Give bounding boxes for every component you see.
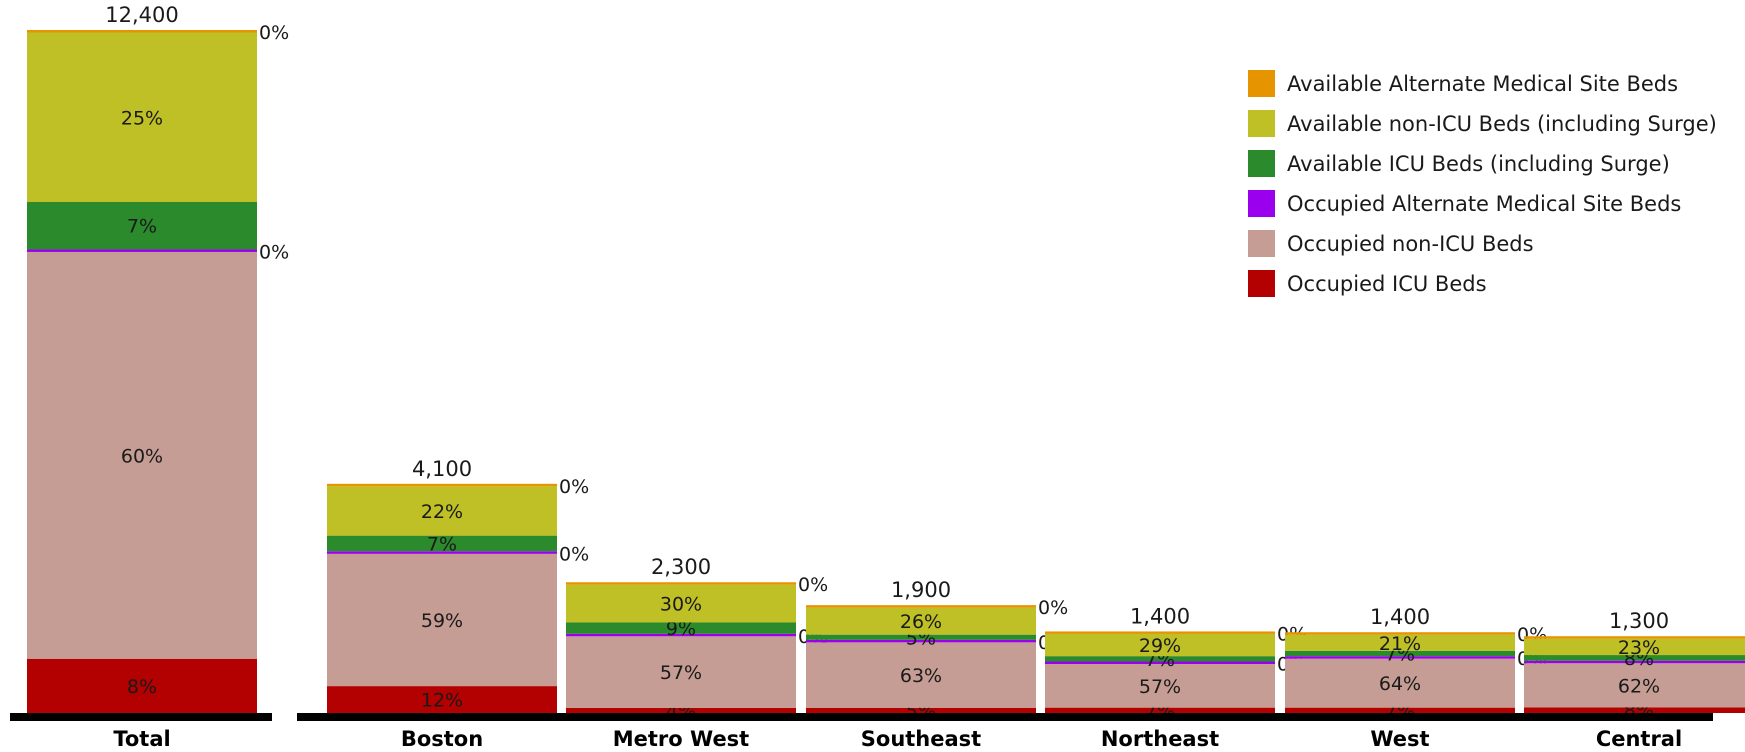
data-label-total-occupied-icu-beds: 8% bbox=[127, 676, 157, 698]
bar-segment-northeast-occupied-icu-beds bbox=[1045, 707, 1275, 713]
data-label-central-occupied-non-icu-beds: 62% bbox=[1618, 675, 1660, 697]
legend-label-occupied-alternate-medical-site-beds: Occupied Alternate Medical Site Beds bbox=[1287, 192, 1681, 216]
bar-segment-total-occupied-non-icu-beds bbox=[27, 251, 257, 659]
data-label-boston-occupied-alternate-medical-site-beds: 0% bbox=[559, 543, 589, 565]
legend-swatch-available-non-icu-beds-including-surge bbox=[1248, 110, 1275, 137]
bar-segment-metro-west-available-non-icu-beds-including-surge bbox=[566, 584, 796, 623]
bar-segment-southeast-occupied-icu-beds bbox=[806, 707, 1036, 713]
bar-segment-total-occupied-icu-beds bbox=[27, 658, 257, 713]
data-label-metro-west-available-icu-beds-including-surge: 9% bbox=[666, 618, 696, 640]
category-label-boston: Boston bbox=[401, 727, 483, 751]
legend-swatch-occupied-alternate-medical-site-beds bbox=[1248, 190, 1275, 217]
bar-segment-metro-west-occupied-alternate-medical-site-beds bbox=[566, 633, 796, 637]
bar-segment-boston-available-icu-beds-including-surge bbox=[327, 535, 557, 552]
data-label-boston-available-non-icu-beds-including-surge: 22% bbox=[421, 501, 463, 523]
total-label-metro-west: 2,300 bbox=[651, 555, 711, 579]
category-label-total: Total bbox=[113, 727, 170, 751]
category-label-central: Central bbox=[1596, 727, 1682, 751]
data-label-total-available-icu-beds-including-surge: 7% bbox=[127, 216, 157, 238]
data-label-metro-west-available-alternate-medical-site-beds: 0% bbox=[798, 574, 828, 596]
data-label-west-occupied-non-icu-beds: 64% bbox=[1379, 673, 1421, 695]
bar-segment-west-occupied-icu-beds bbox=[1285, 707, 1515, 713]
bar-segment-southeast-available-alternate-medical-site-beds bbox=[806, 605, 1036, 608]
bar-segment-boston-occupied-icu-beds bbox=[327, 686, 557, 713]
data-label-west-available-non-icu-beds-including-surge: 21% bbox=[1379, 633, 1421, 655]
bar-segment-total-available-non-icu-beds-including-surge bbox=[27, 32, 257, 202]
bar-segment-boston-available-alternate-medical-site-beds bbox=[327, 483, 557, 487]
total-label-total: 12,400 bbox=[105, 3, 178, 27]
data-label-metro-west-available-non-icu-beds-including-surge: 30% bbox=[660, 594, 702, 616]
bar-segment-northeast-available-icu-beds-including-surge bbox=[1045, 656, 1275, 662]
data-label-total-available-alternate-medical-site-beds: 0% bbox=[259, 22, 289, 44]
bar-segment-total-occupied-alternate-medical-site-beds bbox=[27, 249, 257, 252]
legend-label-occupied-icu-beds: Occupied ICU Beds bbox=[1287, 272, 1487, 296]
bar-segment-southeast-available-icu-beds-including-surge bbox=[806, 634, 1036, 640]
bar-segment-northeast-available-non-icu-beds-including-surge bbox=[1045, 633, 1275, 657]
total-label-boston: 4,100 bbox=[412, 457, 472, 481]
bar-segment-west-available-alternate-medical-site-beds bbox=[1285, 632, 1515, 635]
bar-segment-metro-west-available-alternate-medical-site-beds bbox=[566, 582, 796, 585]
data-label-boston-available-alternate-medical-site-beds: 0% bbox=[559, 476, 589, 498]
total-label-southeast: 1,900 bbox=[891, 578, 951, 602]
bar-segment-total-available-icu-beds-including-surge bbox=[27, 202, 257, 250]
bar-segment-northeast-available-alternate-medical-site-beds bbox=[1045, 631, 1275, 634]
bar-segment-central-available-non-icu-beds-including-surge bbox=[1524, 638, 1745, 656]
data-label-total-available-non-icu-beds-including-surge: 25% bbox=[121, 107, 163, 129]
data-label-central-available-non-icu-beds-including-surge: 23% bbox=[1618, 637, 1660, 659]
data-label-boston-occupied-icu-beds: 12% bbox=[421, 690, 463, 712]
bar-segment-central-occupied-alternate-medical-site-beds bbox=[1524, 660, 1745, 664]
legend-swatch-available-icu-beds-including-surge bbox=[1248, 150, 1275, 177]
data-label-boston-occupied-non-icu-beds: 59% bbox=[421, 610, 463, 632]
bar-segment-west-occupied-non-icu-beds bbox=[1285, 658, 1515, 708]
bar-segment-west-available-non-icu-beds-including-surge bbox=[1285, 634, 1515, 651]
data-label-southeast-occupied-non-icu-beds: 63% bbox=[900, 665, 942, 687]
bar-segment-central-available-icu-beds-including-surge bbox=[1524, 655, 1745, 661]
category-label-west: West bbox=[1370, 727, 1429, 751]
bar-segment-metro-west-occupied-icu-beds bbox=[566, 707, 796, 713]
bar-segment-northeast-occupied-alternate-medical-site-beds bbox=[1045, 661, 1275, 665]
legend-label-occupied-non-icu-beds: Occupied non-ICU Beds bbox=[1287, 232, 1534, 256]
data-label-boston-available-icu-beds-including-surge: 7% bbox=[427, 533, 457, 555]
legend-swatch-occupied-non-icu-beds bbox=[1248, 230, 1275, 257]
category-label-northeast: Northeast bbox=[1101, 727, 1219, 751]
bar-segment-west-occupied-alternate-medical-site-beds bbox=[1285, 656, 1515, 659]
bar-segment-southeast-available-non-icu-beds-including-surge bbox=[806, 607, 1036, 635]
bar-segment-boston-occupied-alternate-medical-site-beds bbox=[327, 551, 557, 554]
data-label-northeast-available-non-icu-beds-including-surge: 29% bbox=[1139, 635, 1181, 657]
legend-swatch-available-alternate-medical-site-beds bbox=[1248, 70, 1275, 97]
data-label-southeast-available-non-icu-beds-including-surge: 26% bbox=[900, 611, 942, 633]
legend-label-available-alternate-medical-site-beds: Available Alternate Medical Site Beds bbox=[1287, 72, 1678, 96]
bar-segment-southeast-occupied-alternate-medical-site-beds bbox=[806, 639, 1036, 643]
legend-label-available-non-icu-beds-including-surge: Available non-ICU Beds (including Surge) bbox=[1287, 112, 1717, 136]
bar-segment-boston-occupied-non-icu-beds bbox=[327, 553, 557, 687]
data-label-southeast-available-alternate-medical-site-beds: 0% bbox=[1038, 597, 1068, 619]
bar-segment-northeast-occupied-non-icu-beds bbox=[1045, 664, 1275, 708]
bar-segment-west-available-icu-beds-including-surge bbox=[1285, 650, 1515, 657]
bar-segment-central-occupied-non-icu-beds bbox=[1524, 663, 1745, 708]
data-label-northeast-occupied-non-icu-beds: 57% bbox=[1139, 676, 1181, 698]
data-label-metro-west-occupied-non-icu-beds: 57% bbox=[660, 662, 702, 684]
bar-segment-total-available-alternate-medical-site-beds bbox=[27, 30, 257, 33]
axis-baseline-total bbox=[10, 713, 272, 721]
legend-swatch-occupied-icu-beds bbox=[1248, 270, 1275, 297]
bar-segment-metro-west-available-icu-beds-including-surge bbox=[566, 622, 796, 634]
legend-label-available-icu-beds-including-surge: Available ICU Beds (including Surge) bbox=[1287, 152, 1670, 176]
category-label-southeast: Southeast bbox=[861, 727, 981, 751]
total-label-west: 1,400 bbox=[1370, 605, 1430, 629]
total-label-northeast: 1,400 bbox=[1130, 604, 1190, 628]
bar-segment-central-occupied-icu-beds bbox=[1524, 707, 1745, 713]
axis-baseline-regions bbox=[297, 713, 1713, 721]
bar-segment-metro-west-occupied-non-icu-beds bbox=[566, 636, 796, 708]
total-label-central: 1,300 bbox=[1609, 609, 1669, 633]
category-label-metro-west: Metro West bbox=[613, 727, 749, 751]
bar-segment-boston-available-non-icu-beds-including-surge bbox=[327, 486, 557, 536]
bar-segment-central-available-alternate-medical-site-beds bbox=[1524, 636, 1745, 639]
data-label-total-occupied-non-icu-beds: 60% bbox=[121, 445, 163, 467]
bar-segment-southeast-occupied-non-icu-beds bbox=[806, 642, 1036, 708]
data-label-total-occupied-alternate-medical-site-beds: 0% bbox=[259, 241, 289, 263]
